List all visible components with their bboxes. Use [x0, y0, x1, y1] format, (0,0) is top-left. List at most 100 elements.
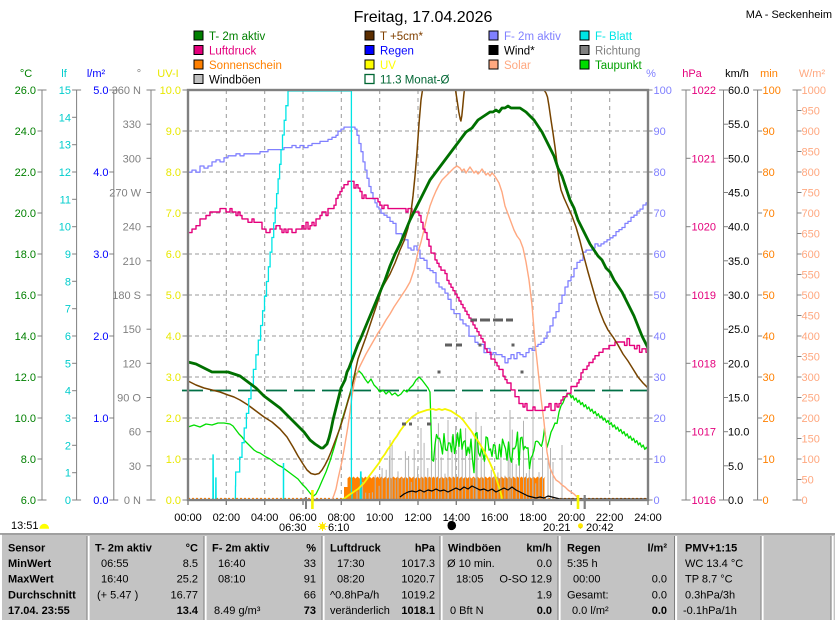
- svg-text:1018.1: 1018.1: [401, 605, 435, 617]
- svg-text:1019: 1019: [692, 290, 716, 302]
- svg-text:0 Bft N: 0 Bft N: [450, 605, 484, 617]
- svg-text:Luftdruck: Luftdruck: [209, 46, 257, 58]
- svg-text:0.0: 0.0: [652, 605, 667, 617]
- svg-text:70: 70: [654, 208, 666, 220]
- svg-text:4.0: 4.0: [93, 167, 108, 179]
- svg-text:0.0: 0.0: [728, 495, 743, 507]
- svg-text:1.0: 1.0: [166, 454, 181, 466]
- svg-text:60: 60: [763, 249, 775, 261]
- svg-text:30: 30: [654, 372, 666, 384]
- svg-text:12:00: 12:00: [404, 512, 432, 524]
- svg-text:MaxWert: MaxWert: [8, 574, 54, 586]
- svg-text:9: 9: [65, 249, 71, 261]
- svg-text:1: 1: [65, 468, 71, 480]
- svg-text:O-SO 12.9: O-SO 12.9: [499, 574, 552, 586]
- svg-text:1021: 1021: [692, 153, 716, 165]
- svg-text:UV-I: UV-I: [157, 68, 178, 80]
- svg-text:20:42: 20:42: [586, 522, 614, 534]
- svg-text:Richtung: Richtung: [595, 46, 640, 58]
- svg-text:91: 91: [304, 574, 316, 586]
- svg-text:20:21: 20:21: [543, 522, 571, 534]
- svg-text:15.0: 15.0: [728, 393, 749, 405]
- svg-text:600: 600: [802, 249, 820, 261]
- svg-text:0.0: 0.0: [93, 495, 108, 507]
- svg-text:10.0: 10.0: [160, 85, 181, 97]
- svg-text:1018: 1018: [692, 358, 716, 370]
- svg-text:0.0: 0.0: [537, 558, 552, 570]
- svg-text:15: 15: [59, 85, 71, 97]
- svg-text:650: 650: [802, 229, 820, 241]
- svg-text:1.9: 1.9: [537, 590, 552, 602]
- svg-text:T +5cm*: T +5cm*: [380, 31, 423, 43]
- svg-text:750: 750: [802, 188, 820, 200]
- svg-text:400: 400: [802, 331, 820, 343]
- svg-text:24.0: 24.0: [15, 126, 36, 138]
- svg-text:3.0: 3.0: [166, 372, 181, 384]
- svg-text:500: 500: [802, 290, 820, 302]
- svg-text:0.0: 0.0: [652, 574, 667, 586]
- svg-text:Regen: Regen: [380, 46, 414, 58]
- svg-text:0.0 l/m²: 0.0 l/m²: [572, 605, 609, 617]
- svg-text:90: 90: [654, 126, 666, 138]
- svg-text:30: 30: [763, 372, 775, 384]
- svg-text:1020.7: 1020.7: [401, 574, 435, 586]
- svg-text:MinWert: MinWert: [8, 558, 52, 570]
- svg-text:T- 2m aktiv: T- 2m aktiv: [209, 31, 265, 43]
- svg-text:min: min: [760, 68, 778, 80]
- svg-text:50: 50: [802, 475, 814, 487]
- svg-text:1.0: 1.0: [93, 413, 108, 425]
- svg-text:6:10: 6:10: [328, 522, 349, 534]
- svg-text:8.5: 8.5: [183, 558, 198, 570]
- svg-text:16:40: 16:40: [218, 558, 246, 570]
- svg-text:24:00: 24:00: [634, 512, 662, 524]
- svg-text:17.04. 23:55: 17.04. 23:55: [8, 605, 70, 617]
- svg-text:1017.3: 1017.3: [401, 558, 435, 570]
- svg-text:1017: 1017: [692, 427, 716, 439]
- svg-text:60.0: 60.0: [728, 85, 749, 97]
- svg-text:0 N: 0 N: [124, 495, 141, 507]
- svg-text:7: 7: [65, 304, 71, 316]
- svg-text:240: 240: [123, 222, 141, 234]
- svg-text:4.0: 4.0: [166, 331, 181, 343]
- svg-text:22:00: 22:00: [596, 512, 624, 524]
- svg-text:km/h: km/h: [526, 543, 552, 555]
- svg-text:900: 900: [802, 126, 820, 138]
- svg-text:330: 330: [123, 119, 141, 131]
- svg-text:5:35 h: 5:35 h: [567, 558, 598, 570]
- svg-text:25.0: 25.0: [728, 324, 749, 336]
- svg-text:WC 13.4 °C: WC 13.4 °C: [685, 558, 743, 570]
- svg-text:00:00: 00:00: [174, 512, 202, 524]
- svg-text:(+ 5.47 ): (+ 5.47 ): [97, 590, 138, 602]
- svg-text:08:20: 08:20: [337, 574, 365, 586]
- svg-text:0: 0: [802, 495, 808, 507]
- svg-text:40: 40: [763, 331, 775, 343]
- svg-text:120: 120: [123, 358, 141, 370]
- svg-text:50: 50: [654, 290, 666, 302]
- svg-text:14: 14: [59, 112, 71, 124]
- svg-text:10: 10: [654, 454, 666, 466]
- svg-text:10: 10: [763, 454, 775, 466]
- svg-text:l/m²: l/m²: [647, 543, 667, 555]
- svg-text:11.3 Monat-Ø: 11.3 Monat-Ø: [380, 75, 450, 87]
- svg-text:W/m²: W/m²: [799, 68, 826, 80]
- svg-text:14.0: 14.0: [15, 331, 36, 343]
- svg-text:12: 12: [59, 167, 71, 179]
- svg-text:Solar: Solar: [504, 60, 531, 72]
- svg-text:66: 66: [304, 590, 316, 602]
- svg-text:°C: °C: [20, 68, 32, 80]
- svg-text:02:00: 02:00: [213, 512, 241, 524]
- svg-text:100: 100: [802, 454, 820, 466]
- svg-text:06:55: 06:55: [101, 558, 129, 570]
- svg-text:100: 100: [654, 85, 672, 97]
- svg-text:MA - Seckenheim: MA - Seckenheim: [746, 9, 832, 21]
- svg-text:300: 300: [802, 372, 820, 384]
- svg-text:18.0: 18.0: [15, 249, 36, 261]
- svg-text:F- 2m aktiv: F- 2m aktiv: [504, 31, 561, 43]
- svg-text:250: 250: [802, 393, 820, 405]
- svg-text:550: 550: [802, 270, 820, 282]
- svg-text:100: 100: [763, 85, 781, 97]
- svg-text:Taupunkt: Taupunkt: [595, 60, 642, 72]
- svg-text:17:30: 17:30: [337, 558, 365, 570]
- svg-text:1020: 1020: [692, 222, 716, 234]
- svg-text:0: 0: [763, 495, 769, 507]
